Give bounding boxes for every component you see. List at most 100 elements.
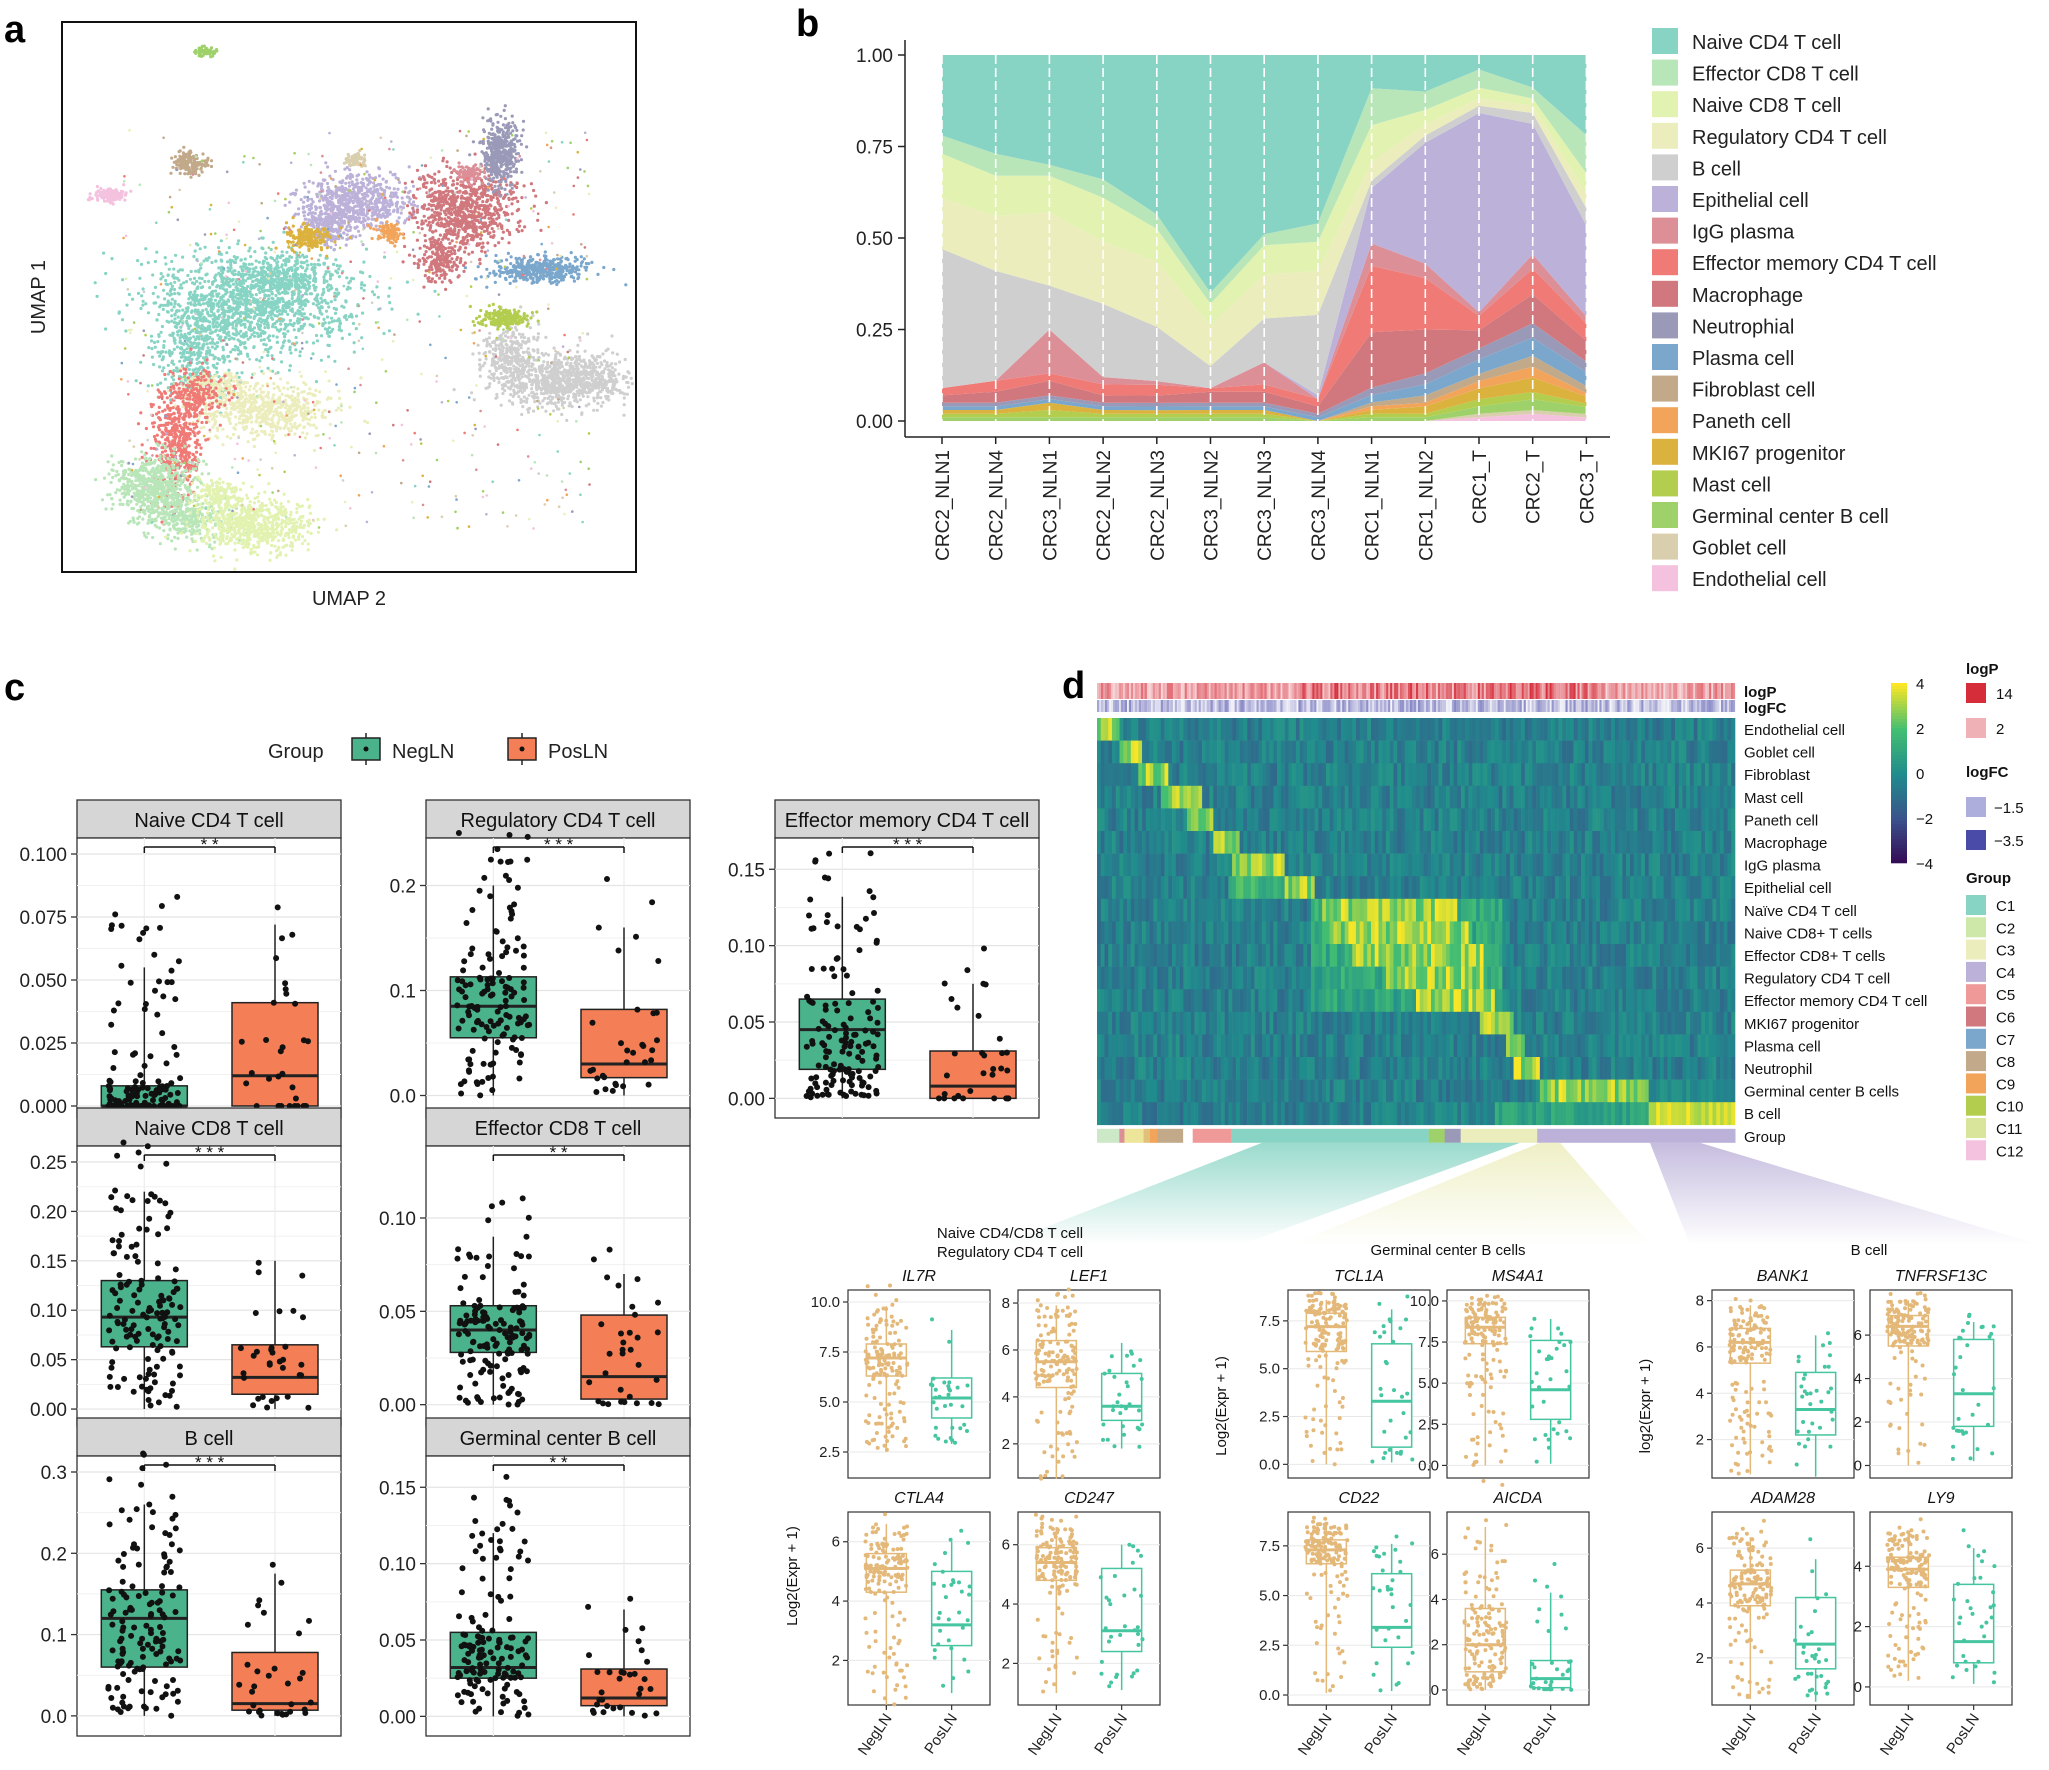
gene-y-tick: 5.0 <box>1418 1375 1439 1392</box>
gene-x-tick: PosLN <box>1943 1711 1983 1758</box>
area-y-tick: 0.25 <box>856 321 893 342</box>
heatmap-row <box>1097 876 1735 899</box>
facet-y-tick: 0.05 <box>379 1302 416 1323</box>
legend-item: C3 <box>1966 940 2015 960</box>
gene-y-tick: 6 <box>832 1534 840 1551</box>
heatmap-row <box>1097 763 1735 786</box>
gene-y-tick: 0 <box>1431 1682 1439 1699</box>
area-x-tick: CRC2_NLN2 <box>1094 450 1115 561</box>
gene-y-tick: 7.5 <box>1259 1313 1280 1330</box>
legend-item: Macrophage <box>1652 281 1803 307</box>
legend-item: Endothelial cell <box>1652 565 1827 591</box>
group-bar <box>1097 1129 1736 1143</box>
facet-y-tick: 0.00 <box>379 1396 416 1417</box>
area-legend: Naive CD4 T cell Effector CD8 T cell Naive… <box>1652 28 1937 591</box>
legend-item: Epithelial cell <box>1652 186 1809 212</box>
legend-item: Effector CD8 T cell <box>1652 60 1859 86</box>
gene-y-tick: 2 <box>1696 1432 1704 1449</box>
area-x-tick: CRC3_T <box>1577 450 1598 524</box>
legend-swatch <box>1652 312 1678 338</box>
annot-label: logFC <box>1744 700 1787 717</box>
gene-x-tick: PosLN <box>1361 1711 1401 1758</box>
facet-title: Naive CD8 T cell <box>134 1118 283 1140</box>
logfc-bar <box>1097 700 1735 712</box>
gene-y-tick: 10.0 <box>1410 1293 1439 1310</box>
legend-item: Neutrophial <box>1652 312 1794 338</box>
gene-y-tick: 5.0 <box>1259 1588 1280 1605</box>
panel-label-a: a <box>4 9 26 51</box>
legend-item: Goblet cell <box>1652 534 1787 560</box>
facet-y-tick: 0.0 <box>41 1707 67 1728</box>
facet-y-tick: 0.075 <box>19 908 67 929</box>
heatmap-row <box>1097 1102 1735 1125</box>
heatmap-cells <box>1097 718 1735 1125</box>
box-iqr <box>581 1315 667 1399</box>
facet-y-tick: 0.1 <box>390 982 416 1003</box>
heatmap-row <box>1097 1057 1735 1080</box>
significance-mark: * * * <box>544 835 574 854</box>
area-x-tick: CRC2_NLN4 <box>987 450 1008 561</box>
box-iqr <box>1796 1372 1836 1435</box>
area-x-tick: CRC2_NLN3 <box>1148 450 1169 561</box>
heatmap-row <box>1097 1012 1735 1035</box>
facet-y-tick: 0.050 <box>19 971 67 992</box>
facet-title: Regulatory CD4 T cell <box>461 810 656 832</box>
gene-y-label: log2(Expr + 1) <box>1637 1359 1654 1454</box>
area-x-tick: CRC3_NLN3 <box>1255 450 1276 561</box>
gene-y-tick: 4 <box>1854 1558 1862 1575</box>
gene-y-tick: 2 <box>1854 1619 1862 1636</box>
gene-y-tick: 5.0 <box>819 1394 840 1411</box>
heatmap-legends: 420−2−4logP142logFC−1.5−3.5GroupC1C2C3C4… <box>1891 661 2024 1160</box>
area-y-tick: 0.75 <box>856 138 893 159</box>
legend-label: B cell <box>1692 158 1741 180</box>
legend-item: C8 <box>1966 1051 2015 1071</box>
gene-title: BANK1 <box>1757 1268 1809 1285</box>
legend-item: Naive CD4 T cell <box>1652 28 1841 54</box>
gene-y-tick: 2.5 <box>819 1444 840 1461</box>
gene-y-tick: 2.5 <box>1259 1409 1280 1426</box>
legend-label: Germinal center B cell <box>1692 506 1889 528</box>
gene-y-tick: 6 <box>1431 1546 1439 1563</box>
scale-tick: 0 <box>1916 766 1924 783</box>
box-iqr <box>1102 1568 1142 1651</box>
scale-tick: −4 <box>1916 856 1933 873</box>
legend-item: Fibroblast cell <box>1652 376 1815 402</box>
significance-mark: * * <box>201 835 219 854</box>
legend-swatch <box>1652 565 1678 591</box>
facet-title: Naive CD4 T cell <box>134 810 283 832</box>
gene-title: LEF1 <box>1070 1268 1108 1285</box>
gene-title: LY9 <box>1928 1490 1955 1507</box>
gene-y-tick: 2 <box>1002 1655 1010 1672</box>
gene-y-tick: 8 <box>1002 1295 1010 1312</box>
gene-y-tick: 4 <box>1696 1385 1704 1402</box>
scale-tick: 2 <box>1916 721 1924 738</box>
facet-panel: Effector memory CD4 T cell0.000.050.100.… <box>728 800 1039 1118</box>
heatmap-row <box>1097 741 1735 764</box>
legend-label: Naive CD8 T cell <box>1692 95 1841 117</box>
gene-title: IL7R <box>902 1268 936 1285</box>
heatmap-row <box>1097 989 1735 1012</box>
heatmap-row <box>1097 899 1735 922</box>
legend-item: PosLN <box>508 733 608 765</box>
legend-item: C11 <box>1966 1118 2022 1138</box>
significance-mark: * * * <box>195 1143 225 1162</box>
gene-group-title: B cell <box>1851 1242 1888 1259</box>
legend-item: B cell <box>1652 154 1741 180</box>
gene-y-tick: 10.0 <box>811 1294 840 1311</box>
legend-item: C4 <box>1966 962 2015 982</box>
gene-y-tick: 4 <box>1854 1371 1862 1388</box>
facet-y-tick: 0.10 <box>379 1555 416 1576</box>
heatmap-row-label: Goblet cell <box>1744 745 1815 762</box>
legend-label: Paneth cell <box>1692 411 1791 433</box>
gene-y-tick: 4 <box>832 1593 840 1610</box>
legend-label: IgG plasma <box>1692 222 1795 244</box>
panel-label-c: c <box>4 667 25 709</box>
facet-y-tick: 0.15 <box>379 1478 416 1499</box>
legend-item: C5 <box>1966 984 2015 1004</box>
legend-item: Naive CD8 T cell <box>1652 91 1841 117</box>
legend-title: Group <box>268 741 324 763</box>
gene-title: TNFRSF13C <box>1895 1268 1988 1285</box>
